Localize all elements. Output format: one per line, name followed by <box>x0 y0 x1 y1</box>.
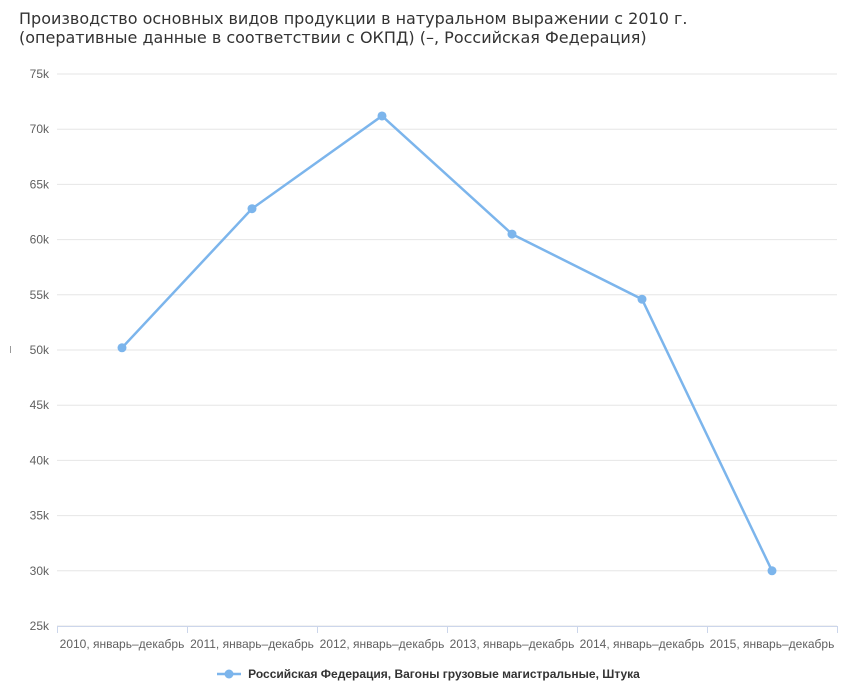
legend-label: Российская Федерация, Вагоны грузовые ма… <box>248 667 640 681</box>
x-axis-label: 2013, январь–декабрь <box>450 637 575 651</box>
y-axis-label: 40k <box>30 453 50 467</box>
x-axis-label: 2015, январь–декабрь <box>710 637 835 651</box>
data-point[interactable] <box>377 111 387 121</box>
x-axis-label: 2011, январь–декабрь <box>190 637 314 651</box>
legend-line-marker-icon <box>217 669 242 679</box>
y-axis-label: 60k <box>30 233 50 247</box>
y-axis-label: 70k <box>30 122 50 136</box>
x-axis-label: 2014, январь–декабрь <box>580 637 705 651</box>
y-axis-label: 45k <box>30 398 50 412</box>
legend-item[interactable]: Российская Федерация, Вагоны грузовые ма… <box>217 667 640 681</box>
chart-title-line1: Производство основных видов продукции в … <box>19 9 688 28</box>
y-axis-label: 75k <box>30 67 50 81</box>
y-axis-label: 55k <box>30 288 50 302</box>
data-point[interactable] <box>247 204 257 214</box>
legend-marker-dot <box>224 669 234 679</box>
y-axis-label: 35k <box>30 509 50 523</box>
data-point[interactable] <box>117 343 127 353</box>
x-axis-label: 2010, январь–декабрь <box>60 637 185 651</box>
chart-title-line2: (оперативные данные в соответствии с ОКП… <box>19 28 647 47</box>
chart-title: Производство основных видов продукции в … <box>19 9 819 47</box>
y-axis-label: 50k <box>30 343 50 357</box>
y-axis-label: 30k <box>30 564 50 578</box>
series-line <box>120 114 774 573</box>
x-axis-label: 2012, январь–декабрь <box>320 637 445 651</box>
data-point[interactable] <box>767 566 777 576</box>
y-axis-label: 25k <box>30 619 50 633</box>
y-axis-label: 65k <box>30 177 50 191</box>
data-point[interactable] <box>637 294 647 304</box>
y-axis-tick <box>10 346 11 353</box>
data-point[interactable] <box>507 229 517 239</box>
legend: Российская Федерация, Вагоны грузовые ма… <box>0 663 857 685</box>
